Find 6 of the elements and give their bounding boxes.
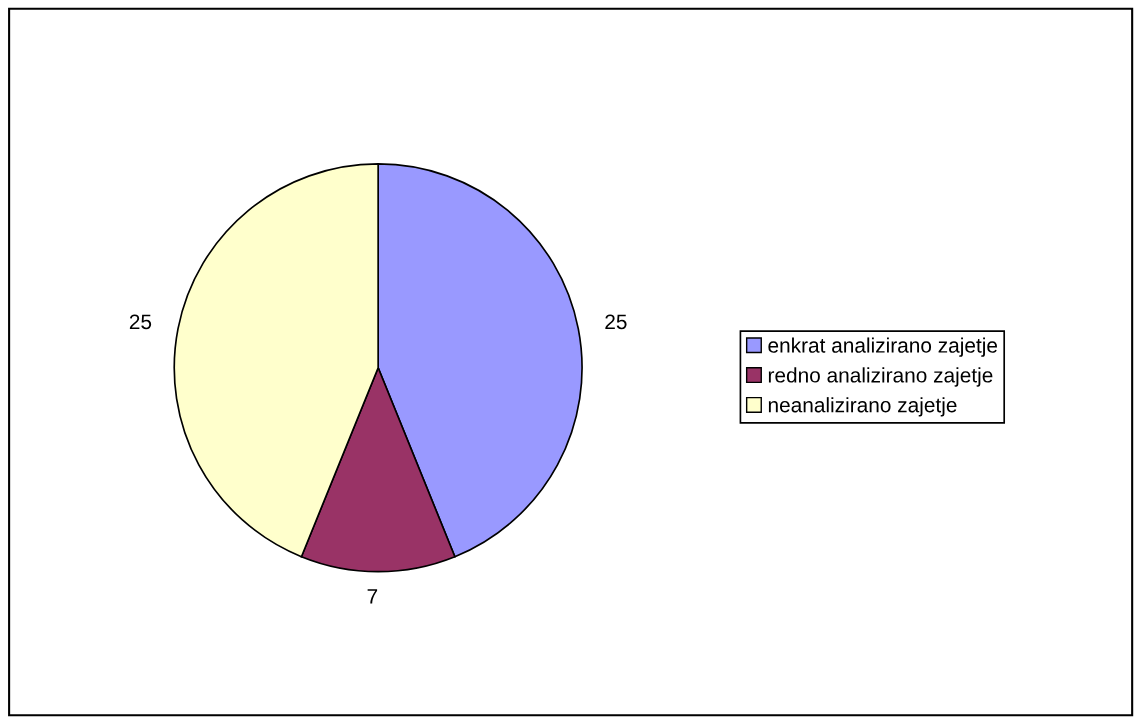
legend-label: enkrat analizirano zajetje [768, 337, 998, 357]
data-label: 25 [129, 314, 152, 330]
legend-label: redno analizirano zajetje [768, 367, 993, 387]
legend-label: neanalizirano zajetje [768, 397, 957, 417]
data-label: 7 [367, 589, 378, 604]
data-label: 25 [605, 314, 627, 330]
